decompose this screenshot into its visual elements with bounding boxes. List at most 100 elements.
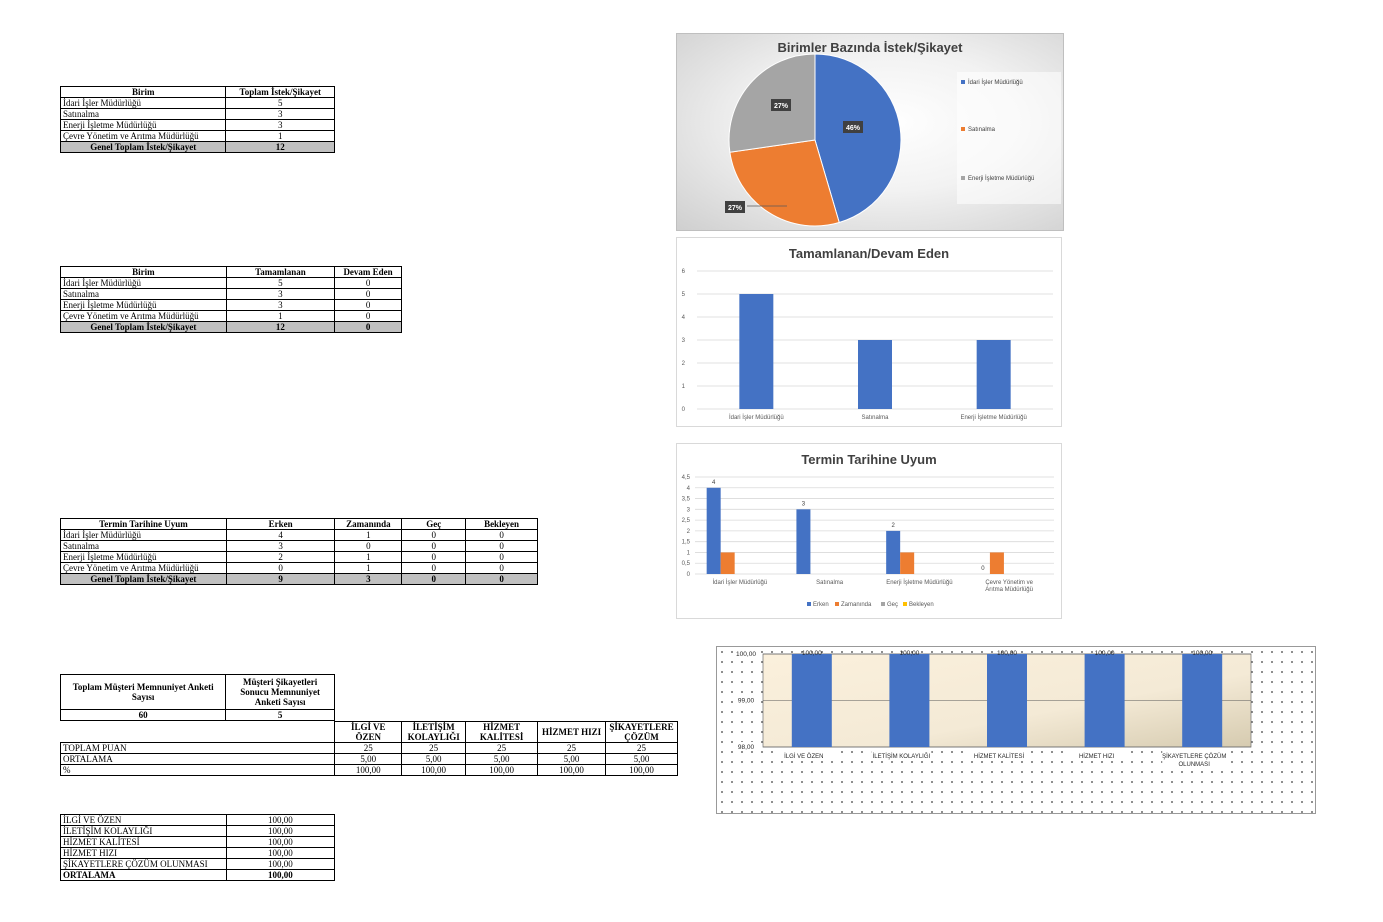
y-tick-label: 1 <box>687 550 691 556</box>
bar-chart-termin[interactable]: Termin Tarihine Uyum 0 0,5 1 1,5 2 2,5 3 3,5 4 4,… <box>676 443 1062 619</box>
cell: 0 <box>334 540 403 552</box>
bar-chart-memnuniyet[interactable]: 98,00 99,00 100,00 100,00 İLGİ VE ÖZEN 100,00… <box>716 646 1316 814</box>
table-row: İLETİŞİM KOLAYLIĞI 100,00 <box>60 825 336 837</box>
x-tick-label: İLGİ VE ÖZEN <box>784 753 823 760</box>
cell: 0 <box>401 540 467 552</box>
header-cell: İLGİ VE ÖZEN <box>334 721 403 743</box>
pie-chart[interactable]: Birimler Bazında İstek/Şikayet 46% 27% 27%… <box>676 33 1064 231</box>
table-row: 60 5 <box>59 709 335 721</box>
x-tick-label: HİZMET HIZI <box>1079 753 1115 760</box>
y-tick-label: 6 <box>682 269 686 275</box>
y-tick-label: 0 <box>687 572 691 578</box>
cell: 0 <box>465 551 538 563</box>
cell: 1 <box>334 551 403 563</box>
header-cell: Toplam Müşteri Memnuniyet Anketi Sayısı <box>59 674 227 710</box>
y-tick-label: 2 <box>682 361 686 367</box>
table-row: İLGİ VE ÖZEN 100,00 <box>60 814 336 826</box>
cell: 0 <box>334 288 402 300</box>
table-row: ŞİKAYETLERE ÇÖZÜM OLUNMASI 100,00 <box>60 858 336 870</box>
cell: 0 <box>401 562 467 574</box>
data-label: 46% <box>846 125 861 132</box>
y-tick-label: 4 <box>682 315 686 321</box>
cell: 0 <box>465 540 538 552</box>
header-cell: Tamamlanan <box>225 266 336 278</box>
bar-plot: 98,00 99,00 100,00 100,00 İLGİ VE ÖZEN 100,00… <box>734 649 1252 770</box>
y-tick-label: 1,5 <box>682 540 691 546</box>
table-total-row: Genel Toplam İstek/Şikayet 9 3 0 0 <box>60 573 538 585</box>
bar <box>900 552 915 574</box>
table-total-row: Genel Toplam İstek/Şikayet 12 <box>59 141 335 153</box>
table-row: Satınalma 3 0 0 0 <box>60 540 538 552</box>
cell: 12 <box>225 321 336 333</box>
cell: 5 <box>225 709 335 721</box>
cell: 100,00 <box>465 764 539 776</box>
y-tick-label: 4,5 <box>682 475 691 481</box>
table-termin: Termin Tarihine Uyum Erken Zamanında Geç… <box>60 518 538 585</box>
cell: Satınalma <box>60 288 227 300</box>
x-tick-bg <box>871 751 932 760</box>
legend-swatch <box>807 602 811 606</box>
y-tick-bg <box>734 695 758 705</box>
cell: 5,00 <box>334 753 403 765</box>
table-row: Satınalma 3 0 <box>60 288 402 300</box>
header-cell: HİZMET KALİTESİ <box>465 721 539 743</box>
cell: 25 <box>465 742 539 754</box>
chart-title: Birimler Bazında İstek/Şikayet <box>777 40 963 55</box>
header-cell: Müşteri Şikayetleri Sonucu Memnuniyet An… <box>225 674 335 710</box>
header-cell: Toplam İstek/Şikayet <box>225 86 335 98</box>
legend-label: Enerji İşletme Müdürlüğü <box>968 175 1034 182</box>
cell: Enerji İşletme Müdürlüğü <box>60 299 227 311</box>
cell: 25 <box>604 742 679 754</box>
cell: 100,00 <box>225 869 336 881</box>
chart-title: Tamamlanan/Devam Eden <box>788 246 950 261</box>
cell: 0 <box>334 277 402 289</box>
header-cell: Geç <box>401 518 467 530</box>
cell: 3 <box>225 288 336 300</box>
legend-label: Bekleyen <box>909 602 934 608</box>
cell: Enerji İşletme Müdürlüğü <box>59 119 227 131</box>
cell: 5,00 <box>537 753 606 765</box>
y-tick-label: 0 <box>682 407 686 413</box>
header-cell: Erken <box>225 518 336 530</box>
bar-plot: 0 1 2 3 4 5 6 İdari İşler Müdürlüğü Satınalma Ene… <box>682 269 1053 421</box>
bar <box>987 654 1027 747</box>
cell: Çevre Yönetim ve Arıtma Müdürlüğü <box>60 562 227 574</box>
bar <box>889 654 930 747</box>
bar <box>1084 654 1125 747</box>
x-tick-label: Enerji İşletme Müdürlüğü <box>886 579 952 586</box>
y-tick-label: 100,00 <box>736 651 756 658</box>
bar <box>989 552 1004 574</box>
table-row: ORTALAMA 100,00 <box>60 869 336 881</box>
cell: 25 <box>334 742 403 754</box>
x-tick-label: Enerji İşletme Müdürlüğü <box>960 414 1026 421</box>
x-tick-label: İdari İşler Müdürlüğü <box>713 579 768 586</box>
y-tick-label: 3 <box>682 338 686 344</box>
cell: İLGİ VE ÖZEN <box>60 814 227 826</box>
x-tick-label: ŞİKAYETLERE ÇÖZÜM <box>1162 753 1226 760</box>
cell: 100,00 <box>225 836 336 848</box>
table-tamamlanan: Birim Tamamlanan Devam Eden İdari İşler … <box>60 266 402 333</box>
cell: Genel Toplam İstek/Şikayet <box>59 141 227 153</box>
header-cell: İLETİŞİM KOLAYLIĞI <box>401 721 467 743</box>
cell: İdari İşler Müdürlüğü <box>59 97 227 109</box>
bar-chart-tamamlanan[interactable]: Tamamlanan/Devam Eden 0 1 2 3 4 5 6 İdari İşler… <box>676 237 1062 427</box>
x-tick-bg <box>969 751 1029 760</box>
legend-label: Erken <box>813 602 829 608</box>
bar <box>706 487 721 574</box>
table-row: Çevre Yönetim ve Arıtma Müdürlüğü 0 1 0 … <box>60 562 538 574</box>
cell: Satınalma <box>59 108 227 120</box>
cell: ORTALAMA <box>60 869 227 881</box>
cell: 3 <box>225 299 336 311</box>
cell: 25 <box>537 742 606 754</box>
x-tick-label: İLETİŞİM KOLAYLIĞI <box>873 753 931 760</box>
legend-swatch <box>903 602 907 606</box>
cell: HİZMET HIZI <box>60 847 227 859</box>
table-header-row: Birim Tamamlanan Devam Eden <box>60 266 402 278</box>
cell: 0 <box>334 321 402 333</box>
cell: 100,00 <box>225 847 336 859</box>
cell: 2 <box>225 551 336 563</box>
cell: ORTALAMA <box>59 753 336 765</box>
cell: 4 <box>225 529 336 541</box>
table-row: Çevre Yönetim ve Arıtma Müdürlüğü 1 0 <box>60 310 402 322</box>
cell: Genel Toplam İstek/Şikayet <box>60 573 227 585</box>
